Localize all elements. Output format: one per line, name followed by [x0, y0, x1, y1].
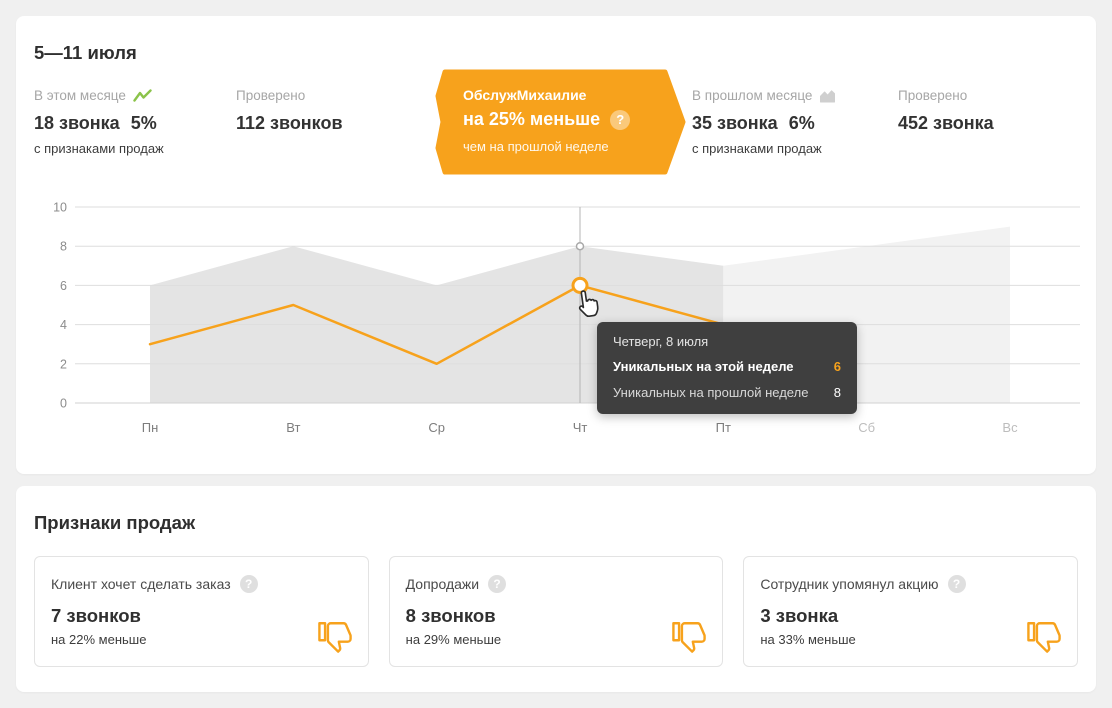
- help-icon[interactable]: ?: [239, 575, 258, 593]
- svg-text:Ср: Ср: [428, 420, 445, 435]
- stat-percent: 5%: [130, 113, 157, 133]
- sign-card-upsell: Допродажи ? 8 звонков на 29% меньше: [388, 556, 724, 667]
- help-icon[interactable]: ?: [488, 575, 507, 593]
- svg-text:10: 10: [53, 201, 67, 215]
- stat-label: В этом месяце: [34, 88, 126, 103]
- tooltip-value-this-week: 6: [833, 359, 841, 374]
- sign-value: 7 звонков: [51, 605, 141, 626]
- badge-subtext: чем на прошлой неделе: [463, 139, 609, 154]
- svg-text:0: 0: [60, 397, 67, 411]
- area-chart-icon: [820, 90, 836, 103]
- sign-card-order-intent: Клиент хочет сделать заказ ? 7 звонков н…: [34, 556, 369, 667]
- sign-value: 3 звонка: [760, 605, 839, 626]
- svg-text:Пт: Пт: [716, 420, 731, 435]
- svg-text:2: 2: [60, 357, 67, 371]
- tooltip-date: Четверг, 8 июля: [613, 334, 709, 349]
- svg-text:8: 8: [60, 240, 67, 254]
- stat-label: Проверено: [236, 88, 306, 103]
- sales-signs-card: Признаки продаж Клиент хочет сделать зак…: [16, 486, 1096, 692]
- stat-checked-month: Проверено 112 звонков: [236, 88, 343, 135]
- svg-text:6: 6: [60, 279, 67, 293]
- svg-text:Вс: Вс: [1002, 420, 1018, 435]
- thumb-down-icon: [1027, 622, 1061, 653]
- thumb-down-icon: [672, 622, 707, 653]
- thumb-down-icon: [317, 622, 352, 653]
- weekly-calls-chart[interactable]: 0 2 4 6 8 10 Пн Вт Ср Чт Пт Сб Вс Четверг, 8 июля Ун…: [34, 195, 1080, 447]
- stat-percent: 6%: [788, 113, 815, 133]
- stat-value: 452 звонка: [898, 113, 994, 133]
- stat-sub: с признаками продаж: [692, 141, 822, 156]
- sign-title: Допродажи: [405, 576, 480, 592]
- badge-title: ОбслужМихаилие: [463, 87, 587, 103]
- svg-text:Пн: Пн: [142, 420, 159, 435]
- signs-title: Признаки продаж: [34, 512, 196, 533]
- stat-label: Проверено: [898, 88, 968, 103]
- stat-value: 18 звонка 5%: [34, 113, 157, 133]
- stat-value: 112 звонков: [236, 113, 343, 133]
- ribbon-shape: [435, 69, 686, 175]
- weekly-summary-card: 5—11 июля В этом месяце 18 звонка 5% с пр…: [16, 16, 1096, 474]
- chart-canvas[interactable]: 0 2 4 6 8 10 Пн Вт Ср Чт Пт Сб Вс: [34, 195, 1080, 443]
- chart-tooltip: Четверг, 8 июля Уникальных на этой недел…: [597, 322, 857, 414]
- help-icon[interactable]: ?: [947, 575, 966, 593]
- svg-text:Чт: Чт: [573, 420, 588, 435]
- svg-text:Вт: Вт: [286, 420, 300, 435]
- period-title: 5—11 июля: [34, 42, 137, 63]
- tooltip-value-last-week: 8: [833, 385, 841, 400]
- hand-cursor-icon: [578, 290, 599, 318]
- stat-label: В прошлом месяце: [692, 88, 813, 103]
- help-icon[interactable]: ?: [610, 109, 631, 130]
- service-decline-badge: ОбслужМихаилие на 25% меньше ? чем на пр…: [435, 69, 686, 175]
- stat-last-month: В прошлом месяце 35 звонка 6% с признакам…: [692, 88, 836, 157]
- stat-checked-last-month: Проверено 452 звонка: [898, 88, 994, 135]
- svg-text:Сб: Сб: [858, 420, 875, 435]
- sign-change: на 22% меньше: [51, 632, 147, 647]
- sign-change: на 29% меньше: [405, 632, 502, 647]
- stat-sub: с признаками продаж: [34, 141, 164, 156]
- badge-value: на 25% меньше: [463, 109, 601, 129]
- tooltip-row-last-week: Уникальных на прошлой неделе 8: [613, 385, 841, 400]
- sign-card-promo-mention: Сотрудник упомянул акцию ? 3 звонка на 3…: [743, 556, 1079, 667]
- tooltip-row-this-week: Уникальных на этой неделе 6: [613, 359, 841, 374]
- stat-this-month: В этом месяце 18 звонка 5% с признаками п…: [34, 88, 164, 157]
- sign-title: Сотрудник упомянул акцию: [760, 576, 939, 592]
- sign-change: на 33% меньше: [760, 632, 856, 647]
- stat-value: 35 звонка 6%: [692, 113, 815, 133]
- sign-value: 8 звонков: [405, 605, 496, 626]
- trend-up-icon: [133, 89, 152, 102]
- sign-title: Клиент хочет сделать заказ: [51, 576, 231, 592]
- signs-row: Клиент хочет сделать заказ ? 7 звонков н…: [34, 556, 1079, 667]
- svg-text:4: 4: [60, 318, 67, 332]
